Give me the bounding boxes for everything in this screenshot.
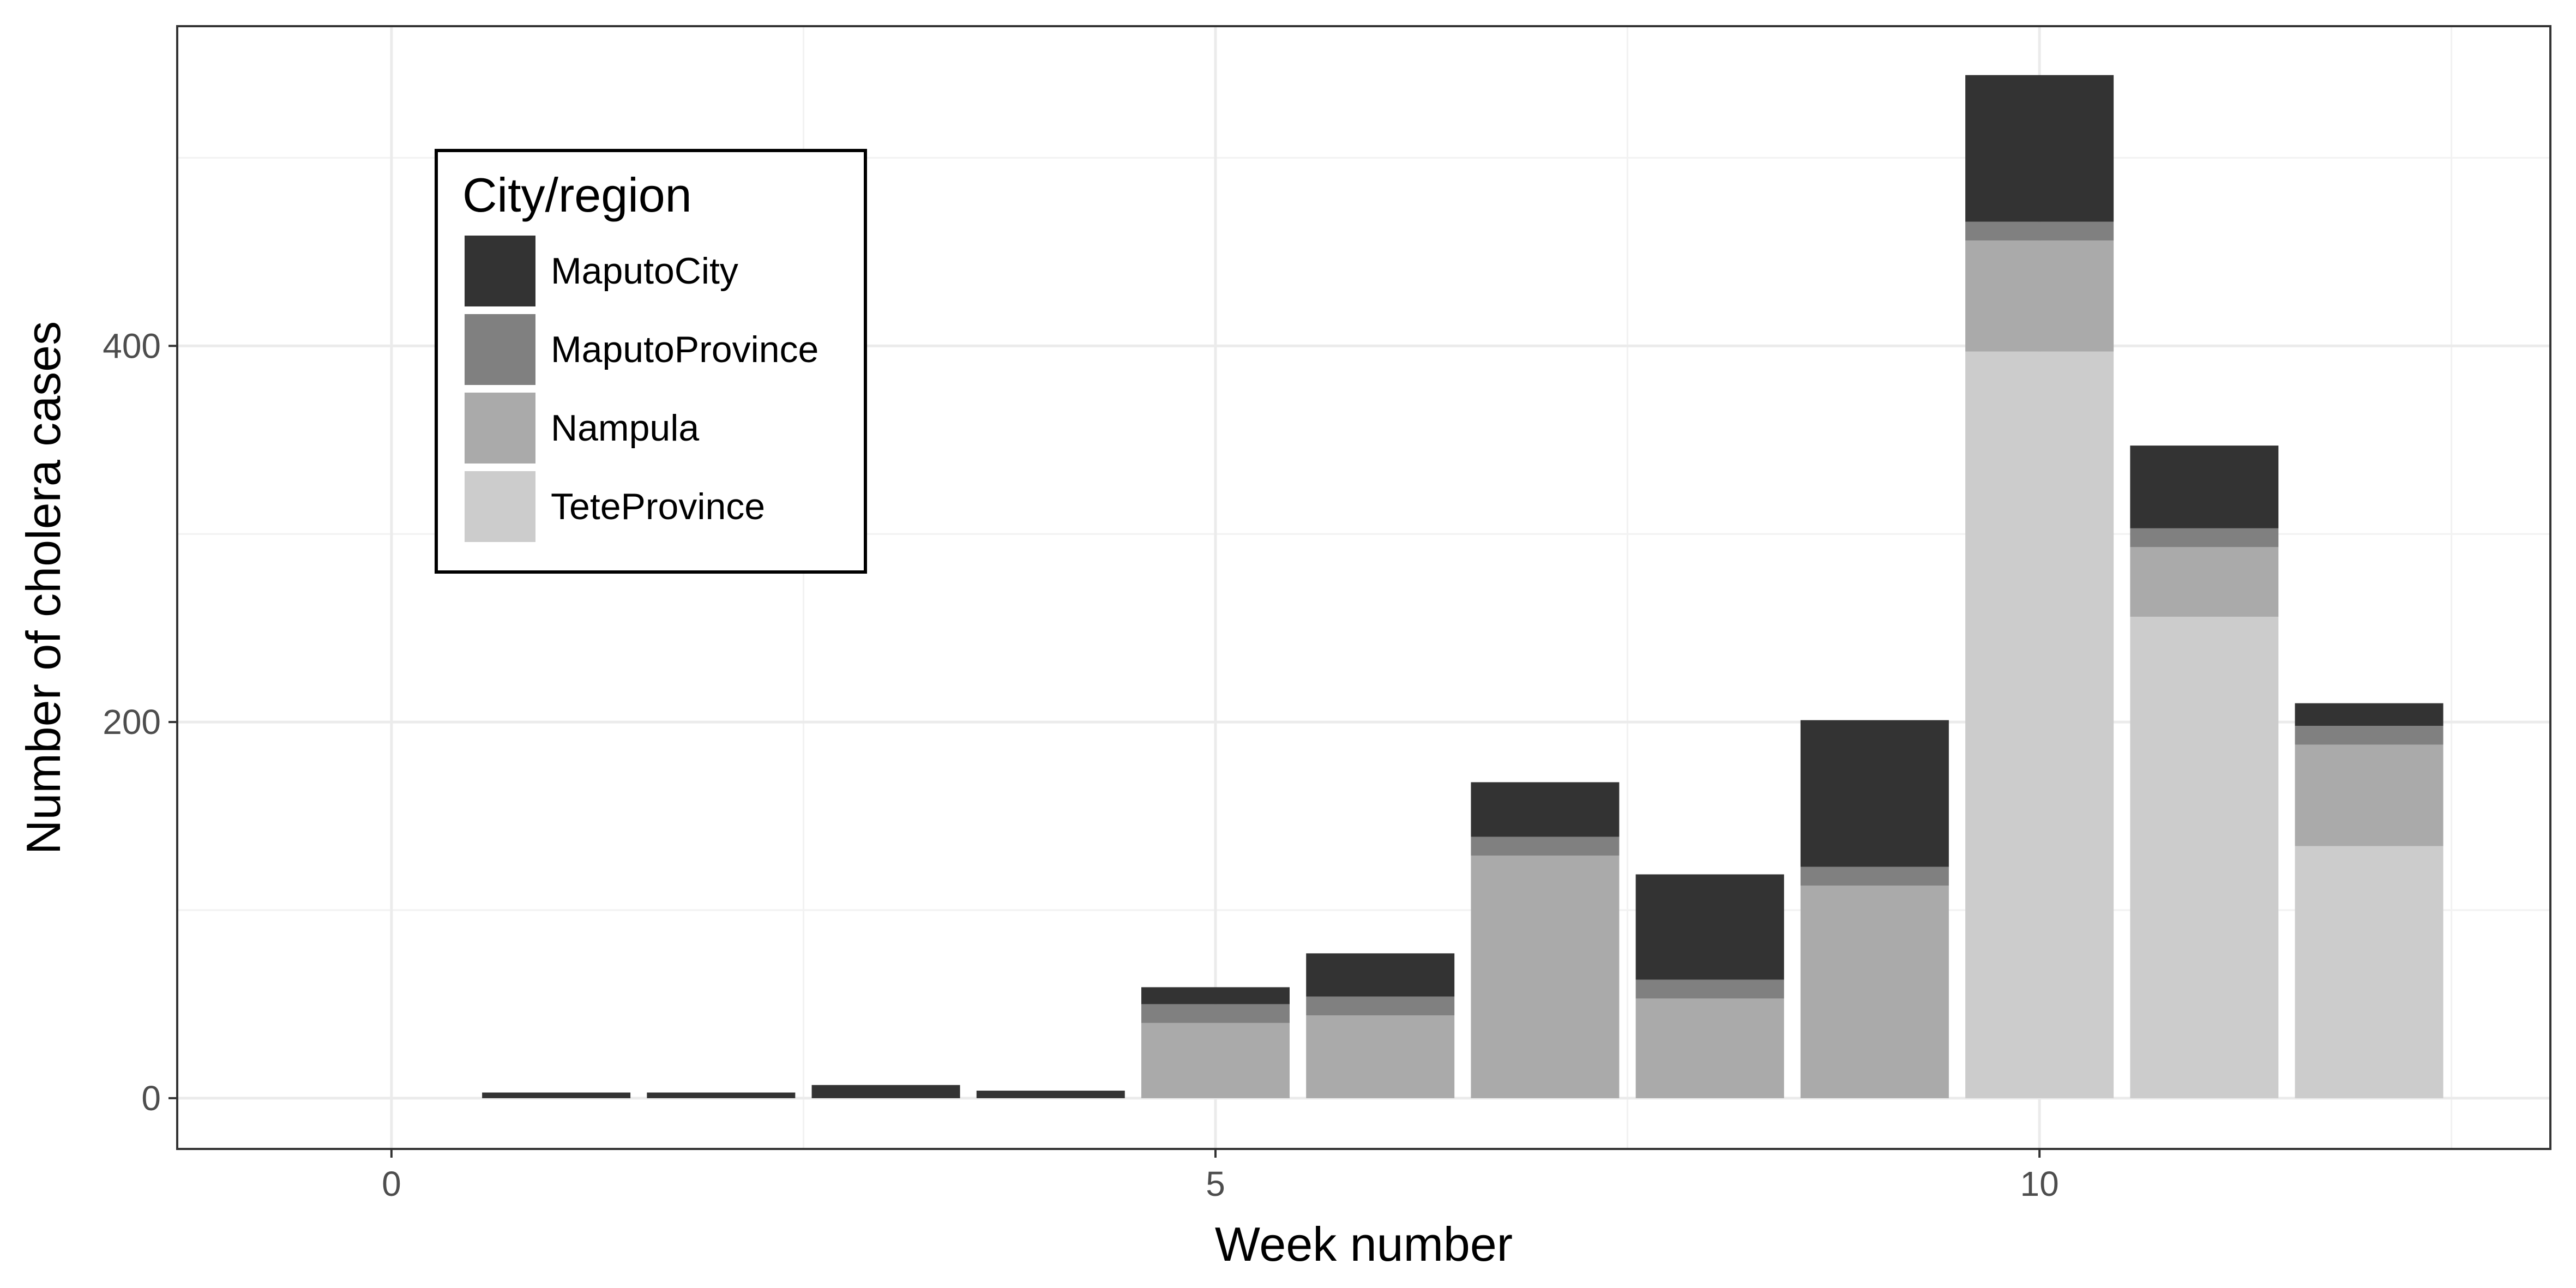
bar-maputocity-week-7 [1471,782,1620,837]
bar-nampula-week-6 [1306,1015,1455,1098]
bar-maputocity-week-8 [1635,874,1784,980]
bar-nampula-week-5 [1141,1022,1290,1098]
legend-swatch [465,471,535,542]
legend-swatch [465,314,535,385]
bar-maputocity-week-1 [482,1092,631,1098]
x-tick-label: 10 [2020,1164,2059,1203]
x-axis-title: Week number [1215,1217,1513,1271]
x-tick-label: 5 [1206,1164,1225,1203]
bar-maputoprovince-week-5 [1141,1004,1290,1023]
bar-maputocity-week-2 [647,1092,796,1098]
bar-maputocity-week-9 [1800,720,1949,867]
bar-maputocity-week-12 [2295,703,2443,726]
bar-teteprovince-week-10 [1965,351,2114,1098]
legend-title: City/region [462,168,692,222]
bar-maputocity-week-3 [811,1085,960,1098]
bar-maputocity-week-6 [1306,953,1455,997]
bar-maputoprovince-week-8 [1635,979,1784,999]
bar-maputoprovince-week-10 [1965,221,2114,241]
y-tick-label: 200 [103,702,161,742]
stacked-bars [482,75,2443,1098]
bar-nampula-week-8 [1635,998,1784,1098]
bar-maputoprovince-week-9 [1800,866,1949,886]
bar-nampula-week-12 [2295,744,2443,846]
bar-maputoprovince-week-12 [2295,725,2443,745]
legend-swatch [465,236,535,306]
bar-maputocity-week-11 [2130,446,2279,528]
bar-maputocity-week-5 [1141,987,1290,1004]
legend-label: TeteProvince [551,486,765,527]
legend-label: Nampula [551,407,699,449]
legend-swatch [465,393,535,464]
y-axis-ticks: 0 200 400 [103,326,177,1118]
legend: City/region MaputoCity MaputoProvince Namp… [435,149,867,574]
legend-label: MaputoCity [551,250,738,292]
bar-nampula-week-10 [1965,240,2114,352]
bar-nampula-week-9 [1800,886,1949,1098]
bar-maputocity-week-10 [1965,75,2114,222]
y-tick-label: 400 [103,326,161,365]
y-tick-label: 0 [141,1079,161,1118]
x-axis-ticks: 0 5 10 [382,1149,2059,1203]
legend-items: MaputoCity MaputoProvince Nampula TeteProvi… [465,236,818,542]
bar-nampula-week-11 [2130,547,2279,617]
bar-maputocity-week-4 [976,1091,1125,1098]
y-axis-title: Number of cholera cases [16,321,70,854]
bar-maputoprovince-week-6 [1306,996,1455,1016]
bar-nampula-week-7 [1471,855,1620,1098]
bar-maputoprovince-week-11 [2130,528,2279,547]
x-tick-label: 0 [382,1164,401,1203]
plot-panel-border [176,25,2551,1150]
legend-label: MaputoProvince [551,329,818,370]
bar-teteprovince-week-12 [2295,846,2443,1098]
bar-teteprovince-week-11 [2130,616,2279,1098]
bar-maputoprovince-week-7 [1471,836,1620,856]
